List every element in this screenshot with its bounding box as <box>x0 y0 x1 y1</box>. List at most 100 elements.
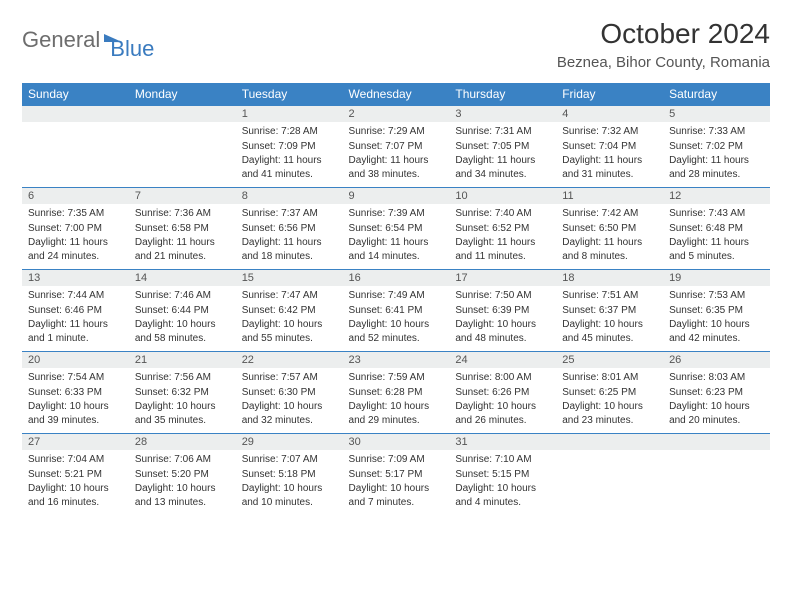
sunset-label: Sunset: 6:41 PM <box>349 304 444 318</box>
calendar-cell <box>556 434 663 516</box>
weekday-header: Sunday <box>22 83 129 106</box>
sunrise-label: Sunrise: 7:37 AM <box>242 207 337 221</box>
sunset-label: Sunset: 5:21 PM <box>28 468 123 482</box>
day-number: 21 <box>129 352 236 368</box>
sunrise-label: Sunrise: 7:44 AM <box>28 289 123 303</box>
day-number: 3 <box>449 106 556 122</box>
day-number: 22 <box>236 352 343 368</box>
calendar-cell: 3Sunrise: 7:31 AMSunset: 7:05 PMDaylight… <box>449 106 556 188</box>
day-number: 31 <box>449 434 556 450</box>
day-number <box>129 106 236 122</box>
day-details: Sunrise: 8:03 AMSunset: 6:23 PMDaylight:… <box>663 368 770 431</box>
sunset-label: Sunset: 6:28 PM <box>349 386 444 400</box>
day-details: Sunrise: 7:31 AMSunset: 7:05 PMDaylight:… <box>449 122 556 185</box>
calendar-cell <box>129 106 236 188</box>
daylight-label: Daylight: 11 hours and 41 minutes. <box>242 154 337 181</box>
day-details: Sunrise: 7:42 AMSunset: 6:50 PMDaylight:… <box>556 204 663 267</box>
sunset-label: Sunset: 6:32 PM <box>135 386 230 400</box>
calendar-cell: 29Sunrise: 7:07 AMSunset: 5:18 PMDayligh… <box>236 434 343 516</box>
day-number: 1 <box>236 106 343 122</box>
day-details: Sunrise: 7:06 AMSunset: 5:20 PMDaylight:… <box>129 450 236 513</box>
calendar-cell <box>663 434 770 516</box>
daylight-label: Daylight: 10 hours and 20 minutes. <box>669 400 764 427</box>
calendar-cell: 8Sunrise: 7:37 AMSunset: 6:56 PMDaylight… <box>236 188 343 270</box>
sunset-label: Sunset: 5:17 PM <box>349 468 444 482</box>
daylight-label: Daylight: 10 hours and 55 minutes. <box>242 318 337 345</box>
day-details: Sunrise: 7:28 AMSunset: 7:09 PMDaylight:… <box>236 122 343 185</box>
day-details: Sunrise: 7:51 AMSunset: 6:37 PMDaylight:… <box>556 286 663 349</box>
calendar-cell: 4Sunrise: 7:32 AMSunset: 7:04 PMDaylight… <box>556 106 663 188</box>
sunrise-label: Sunrise: 8:01 AM <box>562 371 657 385</box>
day-number: 20 <box>22 352 129 368</box>
day-number: 17 <box>449 270 556 286</box>
sunrise-label: Sunrise: 7:42 AM <box>562 207 657 221</box>
sunset-label: Sunset: 6:44 PM <box>135 304 230 318</box>
day-details: Sunrise: 7:40 AMSunset: 6:52 PMDaylight:… <box>449 204 556 267</box>
daylight-label: Daylight: 11 hours and 31 minutes. <box>562 154 657 181</box>
sunset-label: Sunset: 6:30 PM <box>242 386 337 400</box>
table-row: 6Sunrise: 7:35 AMSunset: 7:00 PMDaylight… <box>22 188 770 270</box>
day-number: 26 <box>663 352 770 368</box>
day-number: 19 <box>663 270 770 286</box>
sunset-label: Sunset: 6:33 PM <box>28 386 123 400</box>
day-details: Sunrise: 7:09 AMSunset: 5:17 PMDaylight:… <box>343 450 450 513</box>
calendar-cell: 23Sunrise: 7:59 AMSunset: 6:28 PMDayligh… <box>343 352 450 434</box>
sunrise-label: Sunrise: 7:35 AM <box>28 207 123 221</box>
weekday-header: Tuesday <box>236 83 343 106</box>
sunrise-label: Sunrise: 7:09 AM <box>349 453 444 467</box>
day-details: Sunrise: 7:37 AMSunset: 6:56 PMDaylight:… <box>236 204 343 267</box>
sunrise-label: Sunrise: 7:50 AM <box>455 289 550 303</box>
sunrise-label: Sunrise: 7:47 AM <box>242 289 337 303</box>
daylight-label: Daylight: 10 hours and 26 minutes. <box>455 400 550 427</box>
sunset-label: Sunset: 7:09 PM <box>242 140 337 154</box>
daylight-label: Daylight: 10 hours and 23 minutes. <box>562 400 657 427</box>
day-number: 14 <box>129 270 236 286</box>
sunrise-label: Sunrise: 7:46 AM <box>135 289 230 303</box>
day-number: 16 <box>343 270 450 286</box>
header: General Blue October 2024 Beznea, Bihor … <box>22 18 770 71</box>
day-details: Sunrise: 7:39 AMSunset: 6:54 PMDaylight:… <box>343 204 450 267</box>
daylight-label: Daylight: 10 hours and 42 minutes. <box>669 318 764 345</box>
calendar-cell: 20Sunrise: 7:54 AMSunset: 6:33 PMDayligh… <box>22 352 129 434</box>
calendar-cell: 27Sunrise: 7:04 AMSunset: 5:21 PMDayligh… <box>22 434 129 516</box>
sunset-label: Sunset: 6:26 PM <box>455 386 550 400</box>
sunrise-label: Sunrise: 7:29 AM <box>349 125 444 139</box>
sunset-label: Sunset: 6:39 PM <box>455 304 550 318</box>
day-number: 27 <box>22 434 129 450</box>
day-number: 2 <box>343 106 450 122</box>
sunset-label: Sunset: 5:15 PM <box>455 468 550 482</box>
day-details: Sunrise: 8:01 AMSunset: 6:25 PMDaylight:… <box>556 368 663 431</box>
day-number: 5 <box>663 106 770 122</box>
day-number: 29 <box>236 434 343 450</box>
day-number: 18 <box>556 270 663 286</box>
sunrise-label: Sunrise: 7:28 AM <box>242 125 337 139</box>
table-row: 13Sunrise: 7:44 AMSunset: 6:46 PMDayligh… <box>22 270 770 352</box>
day-details: Sunrise: 7:36 AMSunset: 6:58 PMDaylight:… <box>129 204 236 267</box>
calendar-cell: 31Sunrise: 7:10 AMSunset: 5:15 PMDayligh… <box>449 434 556 516</box>
day-details: Sunrise: 7:56 AMSunset: 6:32 PMDaylight:… <box>129 368 236 431</box>
sunset-label: Sunset: 6:23 PM <box>669 386 764 400</box>
daylight-label: Daylight: 10 hours and 32 minutes. <box>242 400 337 427</box>
sunset-label: Sunset: 5:18 PM <box>242 468 337 482</box>
day-number: 9 <box>343 188 450 204</box>
sunset-label: Sunset: 7:07 PM <box>349 140 444 154</box>
sunset-label: Sunset: 6:42 PM <box>242 304 337 318</box>
calendar-cell: 5Sunrise: 7:33 AMSunset: 7:02 PMDaylight… <box>663 106 770 188</box>
daylight-label: Daylight: 10 hours and 45 minutes. <box>562 318 657 345</box>
daylight-label: Daylight: 11 hours and 34 minutes. <box>455 154 550 181</box>
sunset-label: Sunset: 6:35 PM <box>669 304 764 318</box>
day-number: 30 <box>343 434 450 450</box>
sunset-label: Sunset: 6:58 PM <box>135 222 230 236</box>
day-details: Sunrise: 7:57 AMSunset: 6:30 PMDaylight:… <box>236 368 343 431</box>
sunrise-label: Sunrise: 7:07 AM <box>242 453 337 467</box>
calendar-cell <box>22 106 129 188</box>
day-details: Sunrise: 7:46 AMSunset: 6:44 PMDaylight:… <box>129 286 236 349</box>
day-details: Sunrise: 7:29 AMSunset: 7:07 PMDaylight:… <box>343 122 450 185</box>
weekday-header: Friday <box>556 83 663 106</box>
daylight-label: Daylight: 10 hours and 16 minutes. <box>28 482 123 509</box>
day-number <box>556 434 663 450</box>
sunset-label: Sunset: 7:02 PM <box>669 140 764 154</box>
table-row: 20Sunrise: 7:54 AMSunset: 6:33 PMDayligh… <box>22 352 770 434</box>
day-number: 28 <box>129 434 236 450</box>
calendar-cell: 9Sunrise: 7:39 AMSunset: 6:54 PMDaylight… <box>343 188 450 270</box>
